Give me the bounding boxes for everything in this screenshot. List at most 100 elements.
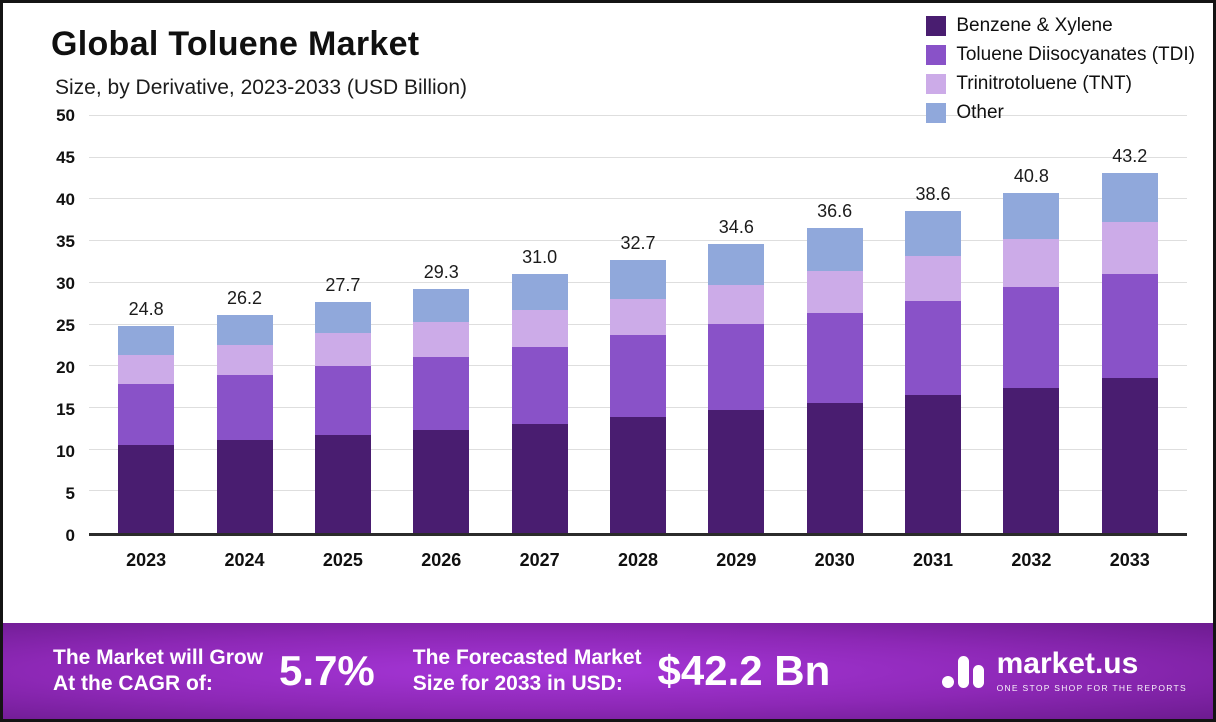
legend-item: Trinitrotoluene (TNT)	[926, 73, 1195, 95]
legend-swatch	[926, 74, 947, 94]
footer-banner: The Market will Grow At the CAGR of: 5.7…	[3, 623, 1213, 719]
bar-total-label: 36.6	[817, 200, 853, 221]
bar-segment	[708, 244, 765, 285]
y-tick-label: 20	[56, 358, 75, 377]
bar-column: 29.3 2026	[413, 116, 470, 570]
bar-segment	[118, 383, 175, 446]
bar-segment	[314, 332, 371, 367]
y-tick-label: 25	[56, 316, 75, 335]
y-tick-label: 45	[56, 148, 75, 167]
bar-segment	[708, 409, 765, 533]
x-axis-label: 2027	[519, 550, 560, 570]
bar-segment	[1003, 239, 1060, 287]
bar-segment	[511, 423, 568, 533]
bar-segment	[1003, 286, 1060, 388]
bar-segment	[413, 288, 470, 323]
legend-swatch	[926, 103, 947, 123]
bar-segment	[806, 227, 863, 272]
bar-segment	[1101, 221, 1158, 274]
bar-column: 32.7 2028	[609, 116, 666, 570]
brand-tagline: ONE STOP SHOP FOR THE REPORTS	[996, 683, 1187, 693]
bar-total-label: 27.7	[325, 275, 361, 296]
bar-segment	[413, 357, 470, 430]
bar-segment	[1101, 377, 1158, 533]
bar-segment	[511, 347, 568, 424]
bar-segment	[314, 366, 371, 436]
forecast-label: The Forecasted Market Size for 2033 in U…	[413, 645, 642, 696]
y-tick-label: 10	[56, 442, 75, 461]
bar-segment	[708, 323, 765, 410]
gridline	[89, 156, 1187, 158]
legend-item: Benzene & Xylene	[926, 15, 1195, 37]
cagr-value: 5.7%	[279, 647, 375, 694]
brand-text: market.us ONE STOP SHOP FOR THE REPORTS	[996, 647, 1187, 694]
legend-label: Toluene Diisocyanates (TDI)	[956, 44, 1195, 65]
bar-column: 40.8 2032	[1003, 116, 1060, 570]
bar-column: 27.7 2025	[314, 116, 371, 570]
bar-segment	[511, 274, 568, 311]
x-axis-label: 2028	[617, 550, 658, 570]
bars: 24.8 2023 26.2 2024 27.7 2025 29.3 2026 31.0 2027…	[89, 116, 1187, 570]
bar-segment	[806, 271, 863, 313]
bar-segment	[1003, 192, 1060, 240]
bar-segment	[1101, 273, 1158, 378]
market-us-logo-icon	[941, 656, 984, 688]
bar-segment	[413, 322, 470, 358]
chart-section: Global Toluene Market Size, by Derivativ…	[3, 3, 1213, 623]
plot-area: 24.8 2023 26.2 2024 27.7 2025 29.3 2026 31.0 2027…	[89, 115, 1187, 570]
bar-segment	[806, 402, 863, 533]
y-axis: 0 5 10 15 20 25 30 35 40 45 50	[37, 106, 89, 545]
brand: market.us ONE STOP SHOP FOR THE REPORTS	[941, 648, 1187, 694]
bar-segment	[216, 314, 273, 345]
forecast-label-line2: Size for 2033 in USD:	[412, 672, 623, 695]
x-axis-label: 2023	[126, 550, 167, 570]
legend-label: Trinitrotoluene (TNT)	[956, 73, 1132, 94]
bar-segment	[216, 440, 273, 533]
y-tick-label: 40	[56, 190, 75, 209]
x-axis-label: 2025	[322, 550, 363, 570]
legend-swatch	[926, 16, 947, 36]
legend-item: Toluene Diisocyanates (TDI)	[926, 44, 1195, 66]
brand-name: market.us	[996, 647, 1139, 680]
bar-segment	[118, 326, 175, 356]
bar-column: 24.8 2023	[118, 116, 175, 570]
bar-total-label: 24.8	[128, 299, 164, 320]
x-axis-label: 2031	[913, 550, 954, 570]
bar-column: 34.6 2029	[708, 116, 765, 570]
bar-total-label: 31.0	[522, 247, 558, 268]
forecast-label-line1: The Forecasted Market	[412, 646, 642, 670]
bar-segment	[609, 298, 666, 336]
bar-segment	[1101, 172, 1158, 222]
cagr-block: The Market will Grow At the CAGR of: 5.7…	[53, 645, 375, 696]
forecast-value: $42.2 Bn	[657, 647, 831, 694]
y-tick-label: 5	[65, 484, 75, 503]
bar-column: 31.0 2027	[511, 116, 568, 570]
x-axis-label: 2024	[224, 550, 265, 570]
chart-subtitle: Size, by Derivative, 2023-2033 (USD Bill…	[55, 76, 468, 99]
legend-label: Other	[956, 102, 1004, 123]
bar-segment	[609, 335, 666, 418]
x-axis-label: 2032	[1011, 550, 1052, 570]
bar-segment	[905, 211, 962, 257]
bar-segment	[314, 302, 371, 333]
bar-segment	[905, 395, 962, 533]
bar-segment	[708, 284, 765, 324]
bar-column: 26.2 2024	[216, 116, 273, 570]
chart-title: Global Toluene Market	[51, 25, 420, 63]
legend: Benzene & Xylene Toluene Diisocyanates (T…	[926, 15, 1195, 124]
legend-label: Benzene & Xylene	[956, 15, 1113, 36]
cagr-label-line1: The Market will Grow	[53, 646, 264, 670]
bar-segment	[216, 374, 273, 441]
forecast-block: The Forecasted Market Size for 2033 in U…	[413, 645, 831, 696]
bar-segment	[118, 355, 175, 384]
gridline	[89, 115, 1187, 116]
cagr-label: The Market will Grow At the CAGR of:	[53, 645, 263, 696]
bar-total-label: 38.6	[915, 184, 951, 205]
gridline	[89, 240, 1187, 242]
bar-total-label: 26.2	[227, 287, 263, 308]
bar-total-label: 34.6	[718, 217, 754, 238]
bar-segment	[905, 256, 962, 302]
bar-column: 36.6 2030	[806, 116, 863, 570]
x-axis-label: 2029	[716, 550, 757, 570]
y-tick-label: 15	[56, 400, 75, 419]
